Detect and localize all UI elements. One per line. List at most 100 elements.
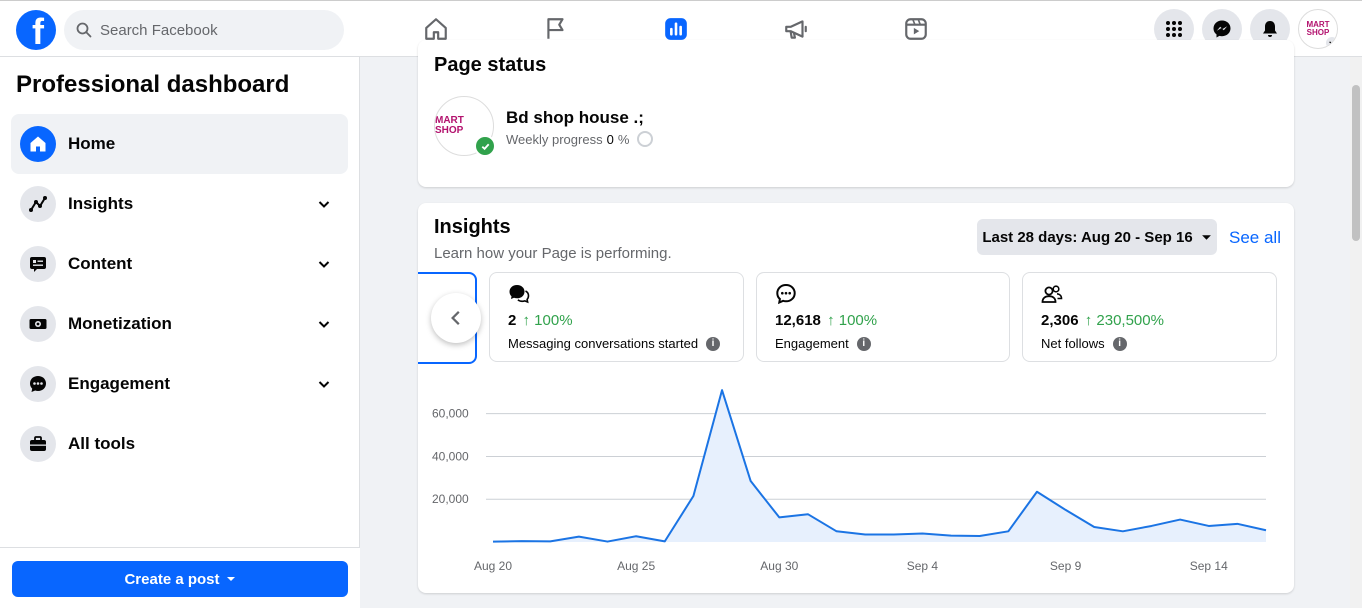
tab-video[interactable] — [856, 1, 976, 57]
x-tick-label: Sep 4 — [907, 559, 939, 573]
metric-value: 12,618 — [775, 312, 821, 329]
x-tick-label: Sep 9 — [1050, 559, 1082, 573]
sidebar-item-content[interactable]: Content — [11, 234, 348, 294]
insights-title: Insights — [434, 216, 511, 238]
sidebar: Professional dashboard Home Insights Con… — [0, 57, 360, 608]
chevron-left-icon — [451, 311, 460, 325]
x-tick-label: Aug 20 — [474, 559, 512, 573]
chevron-down-icon — [318, 381, 330, 388]
create-post-button[interactable]: Create a post — [12, 561, 348, 597]
tab-home[interactable] — [376, 1, 496, 57]
metric-change: ↑ 100% — [827, 312, 878, 329]
metric-value: 2,306 — [1041, 312, 1079, 329]
metric-label: Net follows — [1041, 336, 1105, 351]
see-all-link[interactable]: See all — [1229, 228, 1281, 247]
weekly-progress-unit: % — [617, 131, 630, 147]
create-post-label: Create a post — [124, 570, 220, 588]
sidebar-item-label: Content — [68, 254, 133, 273]
chevron-down-icon — [1325, 36, 1337, 48]
metric-change: ↑ 230,500% — [1084, 312, 1164, 329]
y-tick-label: 40,000 — [432, 449, 469, 463]
date-range-label: Last 28 days: Aug 20 - Sep 16 — [982, 228, 1193, 246]
metric-card-net-follows[interactable]: 2,306 ↑ 230,500% Net follows i — [1022, 272, 1277, 362]
sidebar-item-home[interactable]: Home — [11, 114, 348, 174]
metric-card-messaging[interactable]: 2 ↑ 100% Messaging conversations started… — [489, 272, 744, 362]
weekly-progress-label: Weekly progress — [506, 131, 603, 147]
page-status-title: Page status — [434, 54, 547, 76]
y-tick-label: 60,000 — [432, 407, 469, 421]
insights-chart: 20,000 40,000 60,000 Aug 20 Aug 25 Aug 30 Sep … — [432, 389, 1267, 573]
metric-change: ↑ 100% — [522, 312, 573, 329]
facebook-logo-letter: f — [32, 11, 44, 50]
metric-label: Messaging conversations started — [508, 336, 699, 351]
info-icon[interactable]: i — [856, 336, 871, 351]
sidebar-item-label: Monetization — [68, 314, 172, 333]
monetization-icon — [20, 306, 56, 342]
tab-pages[interactable] — [496, 1, 616, 57]
facebook-logo[interactable]: f — [16, 10, 56, 50]
metric-value: 2 — [508, 312, 517, 329]
content-icon — [20, 246, 56, 282]
caret-down-icon — [1201, 234, 1211, 240]
metric-label-row: Engagement i — [775, 336, 871, 351]
x-tick-label: Aug 25 — [617, 559, 655, 573]
y-tick-label: 20,000 — [432, 492, 469, 506]
grid-menu-icon — [1166, 21, 1182, 37]
megaphone-icon — [785, 20, 807, 39]
metric-label-row: Messaging conversations started i — [508, 336, 721, 351]
insights-icon — [20, 186, 56, 222]
chart-area — [493, 390, 1266, 542]
carousel-prev-button[interactable] — [431, 293, 481, 343]
bell-icon — [1263, 21, 1277, 37]
insights-card: Insights Learn how your Page is performi… — [418, 203, 1294, 593]
toolbox-icon — [20, 426, 56, 462]
search-icon — [76, 22, 92, 38]
engagement-chat-icon — [776, 283, 796, 305]
sidebar-item-insights[interactable]: Insights — [11, 174, 348, 234]
chevron-down-icon — [318, 321, 330, 328]
search-input[interactable] — [100, 21, 330, 39]
caret-down-icon — [226, 577, 235, 581]
metric-value-row: 2,306 ↑ 230,500% — [1041, 312, 1164, 329]
metric-label: Engagement — [775, 336, 849, 351]
follows-icon — [1041, 285, 1063, 303]
messaging-icon — [509, 285, 530, 304]
sidebar-item-label: Home — [68, 134, 116, 153]
progress-ring-icon — [637, 131, 654, 147]
date-range-dropdown[interactable]: Last 28 days: Aug 20 - Sep 16 — [977, 219, 1217, 255]
sidebar-item-all-tools[interactable]: All tools — [11, 414, 348, 474]
info-icon[interactable]: i — [706, 336, 721, 351]
page-scrollbar[interactable] — [1350, 57, 1362, 608]
flag-icon — [547, 18, 564, 39]
x-tick-label: Aug 30 — [760, 559, 798, 573]
weekly-progress-value: 0 — [606, 131, 614, 147]
sidebar-item-monetization[interactable]: Monetization — [11, 294, 348, 354]
metric-label-row: Net follows i — [1041, 336, 1127, 351]
sidebar-item-label: Insights — [68, 194, 134, 213]
page-name[interactable]: Bd shop house .; — [506, 108, 644, 127]
insights-subtitle: Learn how your Page is performing. — [434, 245, 672, 262]
weekly-progress: Weekly progress 0 % — [506, 131, 654, 147]
page-avatar-text: MART SHOP — [435, 115, 464, 136]
x-tick-label: Sep 14 — [1190, 559, 1228, 573]
account-avatar-text: MART SHOP — [1306, 20, 1330, 37]
engagement-icon — [20, 366, 56, 402]
sidebar-item-engagement[interactable]: Engagement — [11, 354, 348, 414]
metric-value-row: 12,618 ↑ 100% — [775, 312, 877, 329]
metric-value-row: 2 ↑ 100% — [508, 312, 573, 329]
info-icon[interactable]: i — [1112, 336, 1127, 351]
sidebar-item-label: Engagement — [68, 374, 171, 393]
page-status-card: Page status MART SHOP Bd shop house .; W… — [418, 40, 1294, 187]
metric-card-engagement[interactable]: 12,618 ↑ 100% Engagement i — [756, 272, 1010, 362]
dashboard-icon — [665, 18, 687, 40]
sidebar-footer: Create a post — [0, 547, 360, 608]
series-line — [492, 389, 1267, 543]
scrollbar-thumb[interactable] — [1352, 85, 1360, 241]
search-box[interactable] — [64, 10, 344, 50]
video-icon — [905, 18, 927, 40]
tab-ads[interactable] — [736, 1, 856, 57]
home-icon — [20, 126, 56, 162]
sidebar-title: Professional dashboard — [16, 71, 290, 98]
account-avatar[interactable]: MART SHOP — [1298, 9, 1338, 49]
check-icon — [474, 135, 496, 157]
